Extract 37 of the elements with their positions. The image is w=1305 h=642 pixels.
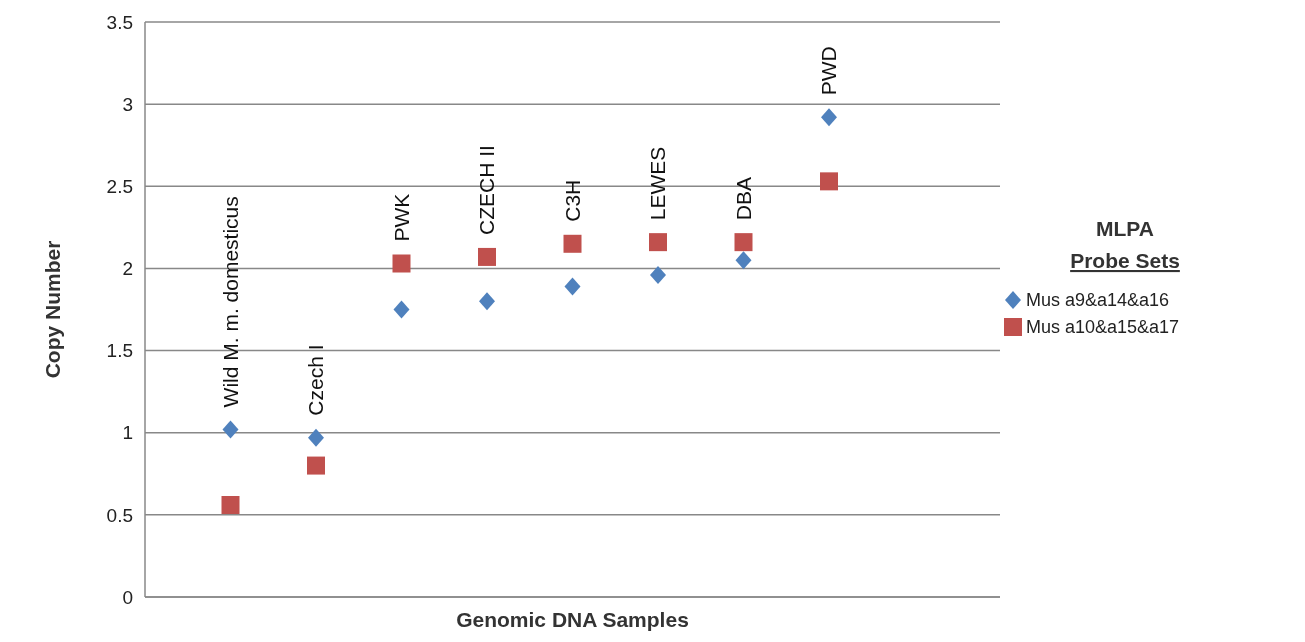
point <box>650 266 666 284</box>
x-tick-label: PWD <box>817 46 840 96</box>
point <box>821 108 837 127</box>
x-tick-label: C3H <box>560 179 584 222</box>
y-tick-label: 0 <box>122 586 133 608</box>
point <box>735 251 752 270</box>
x-tick-label: Wild M. m. domesticus <box>218 196 242 408</box>
point <box>222 420 239 439</box>
point <box>479 292 495 311</box>
legend-label: Mus a9&a14&a16 <box>1026 290 1170 311</box>
point <box>563 234 582 253</box>
y-tick-label: 3 <box>122 93 133 115</box>
point <box>478 247 496 266</box>
y-tick-label: 2 <box>122 258 133 280</box>
legend-label: Mus a10&a15&a17 <box>1026 317 1180 338</box>
point <box>734 233 753 252</box>
y-tick-label: 1.5 <box>106 340 133 362</box>
point <box>393 300 410 319</box>
point <box>392 254 411 273</box>
x-tick-label: LEWES <box>646 146 669 221</box>
y-axis-title: Copy Number <box>41 240 64 379</box>
point <box>564 277 581 296</box>
x-tick-label: CZECH II <box>475 145 498 235</box>
point <box>221 496 240 514</box>
y-tick-label: 0.5 <box>106 504 133 526</box>
point <box>307 456 325 475</box>
y-tick-label: 3.5 <box>106 11 133 33</box>
point <box>649 233 667 252</box>
x-tick-label: PWK <box>389 193 413 242</box>
x-tick-label: DBA <box>731 176 755 221</box>
x-axis-title: Genomic DNA Samples <box>456 608 689 631</box>
legend-title: MLPA Probe Sets <box>1070 217 1180 272</box>
y-tick-label: 1 <box>122 422 133 444</box>
x-tick-label: Czech I <box>304 344 327 416</box>
point <box>820 172 838 191</box>
y-tick-label: 2.5 <box>106 175 133 197</box>
point <box>308 428 324 447</box>
